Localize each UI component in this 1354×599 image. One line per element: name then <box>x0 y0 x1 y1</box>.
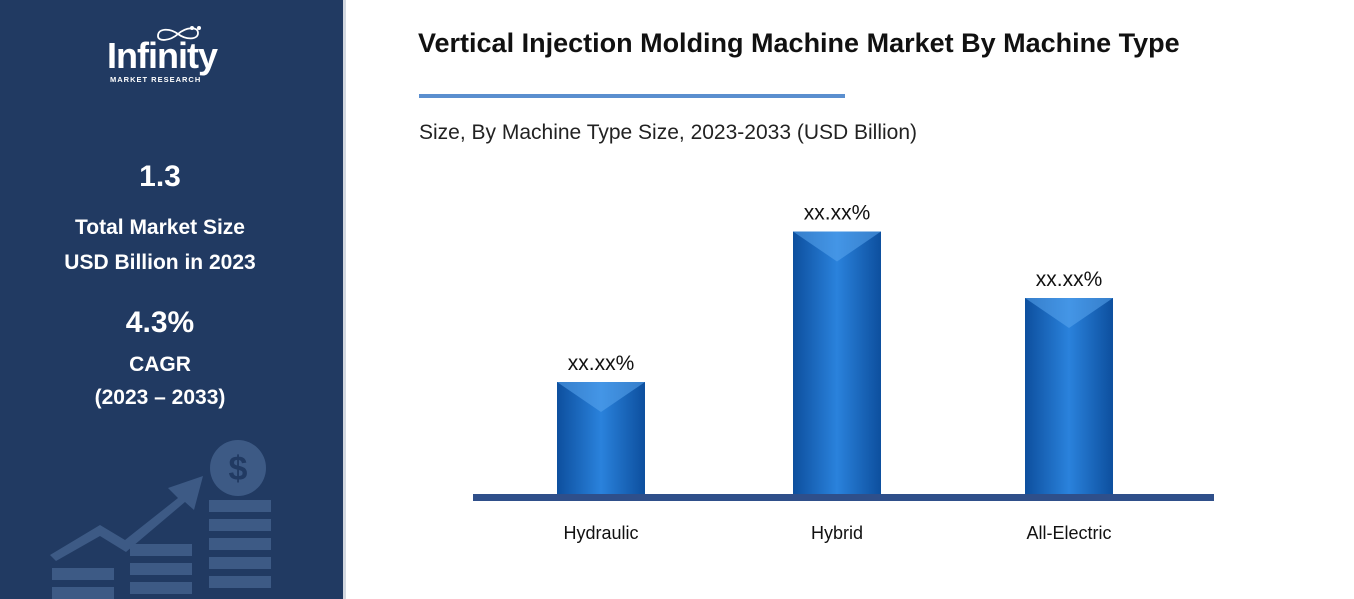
bar-stack-icon <box>52 500 271 599</box>
x-tick-label-hydraulic: Hydraulic <box>563 523 638 543</box>
bar-bevel-hydraulic <box>557 382 645 412</box>
growth-arrow-icon <box>50 476 203 561</box>
data-label-hybrid: xx.xx% <box>804 202 871 225</box>
svg-text:$: $ <box>229 450 248 488</box>
cagr-label: CAGR <box>129 353 191 376</box>
logo-wordmark: Infinity <box>107 35 218 76</box>
cagr-period: (2023 – 2033) <box>94 386 226 409</box>
market-size-value: 1.3 <box>139 160 181 193</box>
chart-subtitle: Size, By Machine Type Size, 2023-2033 (U… <box>419 121 918 144</box>
x-axis-baseline <box>473 494 1214 501</box>
x-tick-label-hybrid: Hybrid <box>811 523 863 543</box>
bar-bevel-hybrid <box>793 231 881 262</box>
bar-bevel-all-electric <box>1025 298 1113 328</box>
infinity-logo: Infinity MARKET RESEARCH <box>100 24 250 90</box>
dollar-coin-icon: $ <box>210 440 266 496</box>
logo-tagline: MARKET RESEARCH <box>110 75 202 84</box>
logo-loops-icon <box>157 26 201 41</box>
market-size-unit: USD Billion in 2023 <box>64 251 256 274</box>
chart-title: Vertical Injection Molding Machine Marke… <box>418 28 1180 58</box>
market-size-label: Total Market Size <box>75 216 245 239</box>
cagr-value: 4.3% <box>125 306 195 339</box>
data-label-hydraulic: xx.xx% <box>568 352 635 375</box>
bar-hybrid <box>793 231 881 494</box>
data-label-all-electric: xx.xx% <box>1036 268 1103 291</box>
x-tick-label-all-electric: All-Electric <box>1026 523 1111 543</box>
sidebar-divider <box>343 0 346 599</box>
bar-all-electric <box>1025 298 1113 494</box>
title-underline <box>419 94 845 98</box>
sidebar: Infinity MARKET RESEARCH 1.3 Total Marke… <box>0 0 343 599</box>
growth-decoration: $ <box>50 440 271 599</box>
